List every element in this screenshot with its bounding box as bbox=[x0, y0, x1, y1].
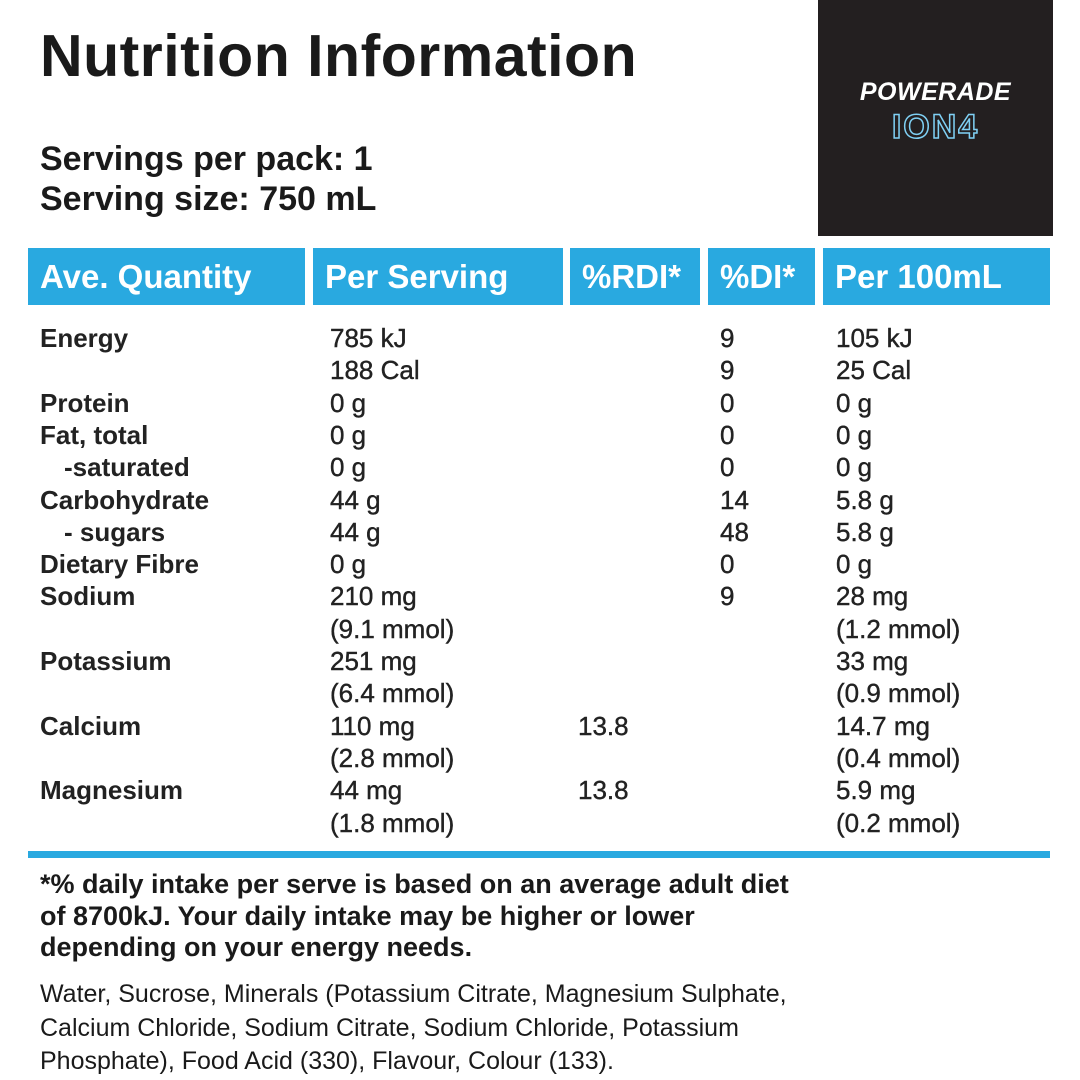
nutrient-name: Sodium bbox=[40, 581, 136, 612]
nutrient-value: 0 g bbox=[836, 387, 873, 418]
nutrient-value: 0 g bbox=[836, 549, 873, 580]
nutrient-name: Dietary Fibre bbox=[40, 549, 199, 580]
nutrient-value: 210 mg bbox=[330, 581, 417, 612]
nutrient-value: (0.9 mmol) bbox=[836, 678, 961, 709]
nutrient-name: Carbohydrate bbox=[40, 484, 210, 515]
servings-per-pack: Servings per pack: 1 bbox=[40, 140, 373, 178]
nutrient-value: 13.8 bbox=[578, 775, 629, 806]
column-header: Per 100mL bbox=[823, 248, 1050, 305]
nutrient-value: 0 g bbox=[330, 387, 367, 418]
nutrient-value: 44 mg bbox=[330, 775, 403, 806]
logo-product: ION4 bbox=[891, 107, 980, 147]
nutrient-value: 785 kJ bbox=[330, 323, 407, 353]
nutrient-value: (2.8 mmol) bbox=[330, 742, 455, 773]
nutrient-value: 110 mg bbox=[330, 710, 415, 741]
nutrient-value: 13.8 bbox=[578, 710, 629, 741]
nutrient-value: 9 bbox=[720, 355, 735, 386]
nutrient-value: 14.7 mg bbox=[836, 710, 930, 741]
ingredients: Water, Sucrose, Minerals (Potassium Citr… bbox=[40, 980, 787, 1008]
nutrient-name: Protein bbox=[40, 387, 130, 418]
nutrient-value: 0 g bbox=[836, 419, 873, 450]
nutrient-value: 0 g bbox=[836, 452, 873, 483]
title: Nutrition Information bbox=[40, 23, 638, 89]
nutrient-value: 5.8 g bbox=[836, 484, 894, 515]
nutrient-value: 0 g bbox=[330, 452, 367, 483]
column-header: %RDI* bbox=[570, 248, 700, 305]
footnote: *% daily intake per serve is based on an… bbox=[40, 869, 789, 899]
nutrient-value: (1.8 mmol) bbox=[330, 807, 455, 838]
nutrient-value: 5.8 g bbox=[836, 516, 894, 547]
nutrient-value: 5.9 mg bbox=[836, 775, 916, 806]
nutrient-value: 44 g bbox=[330, 516, 381, 547]
nutrient-name: Potassium bbox=[40, 646, 172, 676]
nutrient-name: Fat, total bbox=[40, 419, 149, 450]
nutrient-value: 0 bbox=[720, 387, 735, 418]
logo: POWERADE ION4 bbox=[818, 0, 1053, 236]
ingredients: Phosphate), Food Acid (330), Flavour, Co… bbox=[40, 1047, 614, 1075]
nutrient-value: 14 bbox=[720, 484, 749, 515]
nutrient-value: 0 g bbox=[330, 549, 367, 580]
nutrient-name: -saturated bbox=[64, 452, 190, 483]
nutrient-value: 33 mg bbox=[836, 646, 909, 676]
column-header: Ave. Quantity bbox=[28, 248, 305, 305]
nutrient-value: (0.2 mmol) bbox=[836, 807, 961, 838]
nutrient-name: - sugars bbox=[64, 516, 166, 547]
nutrient-value: (1.2 mmol) bbox=[836, 613, 961, 644]
nutrient-value: (0.4 mmol) bbox=[836, 742, 961, 773]
column-header: %DI* bbox=[708, 248, 815, 305]
nutrient-value: 105 kJ bbox=[836, 323, 913, 353]
nutrient-name: Energy bbox=[40, 323, 129, 353]
footnote: of 8700kJ. Your daily intake may be high… bbox=[40, 900, 695, 931]
nutrient-value: 48 bbox=[720, 516, 749, 547]
nutrient-value: 251 mg bbox=[330, 646, 417, 676]
nutrient-value: 0 bbox=[720, 452, 735, 483]
nutrient-value: 0 bbox=[720, 419, 735, 450]
nutrient-value: 9 bbox=[720, 323, 735, 353]
nutrient-value: 28 mg bbox=[836, 581, 909, 612]
logo-brand: POWERADE bbox=[859, 78, 1012, 106]
nutrient-value: (6.4 mmol) bbox=[330, 678, 455, 709]
serving-size: Serving size: 750 mL bbox=[40, 180, 377, 218]
column-header: Per Serving bbox=[313, 248, 563, 305]
divider bbox=[28, 851, 1050, 858]
nutrient-value: (9.1 mmol) bbox=[330, 613, 455, 644]
nutrient-name: Calcium bbox=[40, 710, 142, 741]
nutrient-name: Magnesium bbox=[40, 775, 184, 806]
nutrient-value: 188 Cal bbox=[330, 355, 420, 386]
nutrient-value: 9 bbox=[720, 581, 735, 612]
ingredients: Calcium Chloride, Sodium Citrate, Sodium… bbox=[40, 1013, 739, 1042]
footnote: depending on your energy needs. bbox=[40, 932, 473, 962]
nutrient-value: 25 Cal bbox=[836, 355, 912, 386]
nutrient-value: 44 g bbox=[330, 484, 381, 515]
nutrient-value: 0 g bbox=[330, 419, 367, 450]
nutrient-value: 0 bbox=[720, 549, 735, 580]
